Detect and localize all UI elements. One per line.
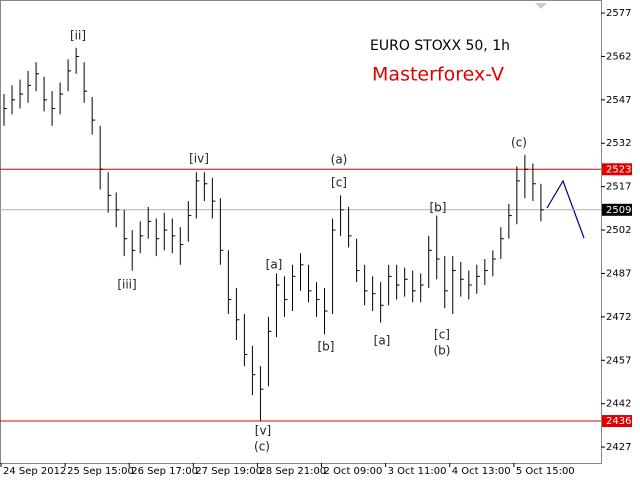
x-tick-label: 3 Oct 11:00 — [388, 466, 447, 477]
wave-label: (a) — [331, 153, 348, 167]
y-tick-label: 2472 — [606, 312, 631, 323]
level-label-box — [602, 415, 632, 428]
y-tick-label: 2487 — [606, 268, 631, 279]
wave-label: [b] — [318, 340, 335, 354]
x-tick-label: 24 Sep 2012 — [3, 466, 66, 477]
wave-label: (b) — [434, 344, 451, 358]
y-tick-label: 2502 — [606, 225, 631, 236]
level-label-box — [602, 163, 632, 176]
y-tick-label: 2532 — [606, 138, 631, 149]
x-tick-label: 2 Oct 09:00 — [324, 466, 383, 477]
y-tick-label: 2577 — [606, 8, 631, 19]
wave-label: [b] — [430, 201, 447, 215]
x-tick-label: 25 Sep 15:00 — [67, 466, 134, 477]
x-tick-label: 27 Sep 19:00 — [195, 466, 262, 477]
level-label: 2523 — [606, 164, 631, 175]
wave-label: [ii] — [70, 29, 86, 43]
projection-line — [546, 179, 585, 239]
wave-label: (c) — [254, 440, 270, 454]
x-tick-label: 4 Oct 13:00 — [452, 466, 511, 477]
chart-title: EURO STOXX 50, 1h — [370, 38, 510, 54]
y-tick-label: 2457 — [606, 355, 631, 366]
plot-frame — [0, 0, 602, 464]
wave-label: [a] — [374, 334, 391, 348]
level-label: 2509 — [606, 205, 631, 216]
y-tick-label: 2442 — [606, 399, 631, 410]
x-tick-label: 28 Sep 21:00 — [259, 466, 326, 477]
wave-label: [a] — [266, 258, 283, 272]
y-tick-label: 2517 — [606, 182, 631, 193]
wave-label: [c] — [331, 176, 347, 190]
wave-label: [iv] — [189, 152, 209, 166]
x-tick-label: 26 Sep 17:00 — [131, 466, 198, 477]
x-tick-label: 5 Oct 15:00 — [516, 466, 575, 477]
wave-label: [c] — [434, 328, 450, 342]
wave-label: (c) — [511, 136, 527, 150]
level-label: 2436 — [606, 416, 631, 427]
y-tick-label: 2562 — [606, 51, 631, 62]
wave-label: [iii] — [117, 278, 136, 292]
scroll-marker — [535, 3, 547, 9]
y-tick-label: 2547 — [606, 95, 631, 106]
level-label-box — [602, 203, 632, 216]
watermark: Masterforex-V — [372, 64, 504, 86]
wave-label: [v] — [255, 424, 271, 438]
y-tick-label: 2427 — [606, 442, 631, 453]
